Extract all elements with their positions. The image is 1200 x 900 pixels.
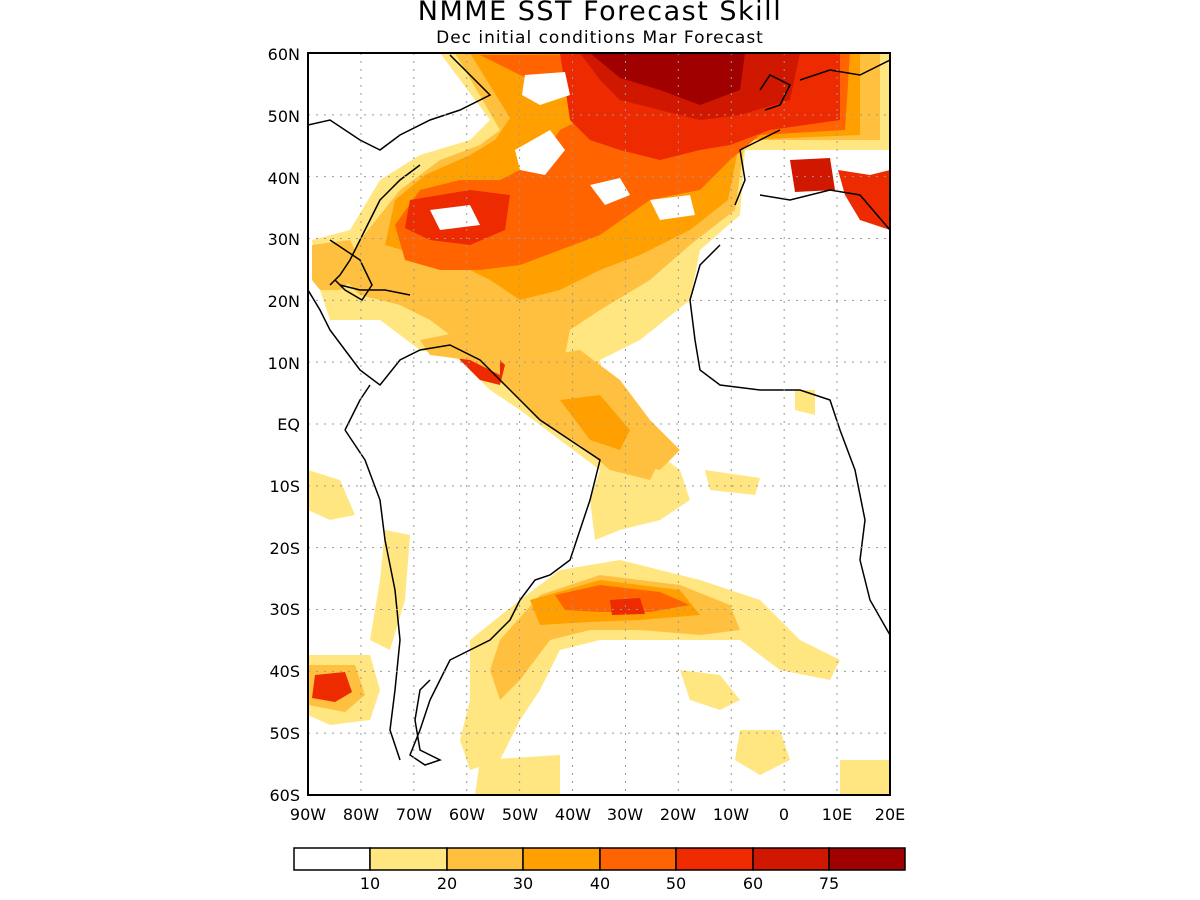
lat-tick-label: 30N	[268, 230, 300, 249]
lon-tick-label: 10W	[713, 805, 749, 824]
legend-label: 75	[819, 874, 839, 893]
lon-tick-label: 20W	[660, 805, 696, 824]
map-frame	[307, 52, 891, 796]
legend-label: 20	[437, 874, 457, 893]
lat-tick-label: 10N	[268, 354, 300, 373]
lat-tick-label: 30S	[269, 600, 300, 619]
lat-axis: 60N 50N 40N 30N 20N 10N EQ 10S 20S 30S 4…	[268, 45, 300, 805]
lat-tick-label: 20S	[269, 539, 300, 558]
lat-tick-label: 10S	[269, 477, 300, 496]
lon-tick-label: 80W	[343, 805, 379, 824]
lon-tick-label: 50W	[502, 805, 538, 824]
map-subtitle: Dec initial conditions Mar Forecast	[436, 28, 764, 48]
legend-swatch	[522, 847, 601, 871]
map-title: NMME SST Forecast Skill	[417, 0, 783, 27]
lon-axis: 90W 80W 70W 60W 50W 40W 30W 20W 10W 0 10…	[290, 805, 905, 824]
map-grid	[308, 53, 890, 795]
lat-tick-label: 40N	[268, 169, 300, 188]
legend-swatch	[446, 847, 524, 871]
lat-tick-label: 60S	[269, 786, 300, 805]
lon-tick-label: 20E	[875, 805, 905, 824]
legend-label: 40	[590, 874, 610, 893]
legend-swatch	[293, 847, 371, 871]
legend-label: 50	[666, 874, 686, 893]
skill-shading	[308, 53, 890, 795]
lat-tick-label: 20N	[268, 292, 300, 311]
legend-label: 10	[360, 874, 380, 893]
legend-swatch	[369, 847, 448, 871]
lon-tick-label: 10E	[822, 805, 852, 824]
lat-tick-label: EQ	[277, 415, 300, 434]
legend-label: 30	[513, 874, 533, 893]
lat-tick-label: 50S	[269, 724, 300, 743]
lon-tick-label: 90W	[290, 805, 326, 824]
legend-swatch	[675, 847, 754, 871]
color-legend: 10 20 30 40 50 60 75	[293, 847, 906, 893]
legend-swatch	[828, 847, 906, 871]
lon-tick-label: 0	[779, 805, 789, 824]
legend-label: 60	[743, 874, 763, 893]
lat-tick-label: 50N	[268, 107, 300, 126]
coastlines	[308, 54, 890, 766]
legend-swatch	[599, 847, 677, 871]
lat-tick-label: 40S	[269, 662, 300, 681]
lon-tick-label: 60W	[449, 805, 485, 824]
lon-tick-label: 30W	[607, 805, 643, 824]
lon-tick-label: 70W	[396, 805, 432, 824]
lat-tick-label: 60N	[268, 45, 300, 64]
lon-tick-label: 40W	[555, 805, 591, 824]
legend-swatch	[752, 847, 830, 871]
